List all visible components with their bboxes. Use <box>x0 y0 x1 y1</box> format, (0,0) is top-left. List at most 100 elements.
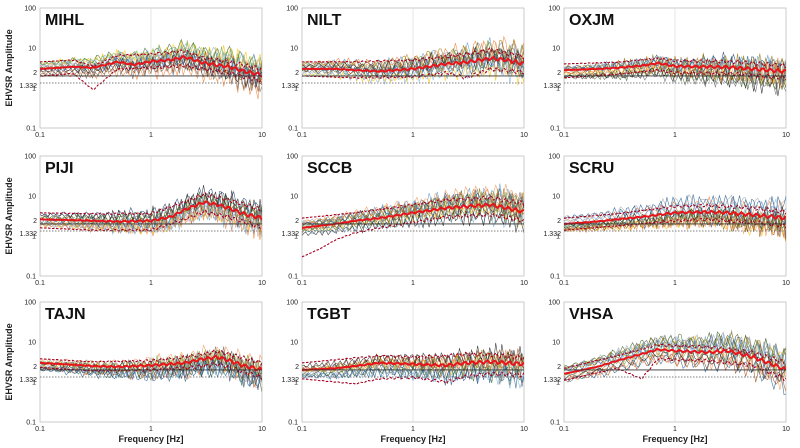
x-tick-label: 1 <box>673 280 677 287</box>
y-tick-label: 10 <box>552 194 560 201</box>
curve <box>302 363 524 389</box>
x-tick-label: 10 <box>520 426 528 433</box>
reference-line-label: 2 <box>557 70 561 77</box>
individual-curves <box>302 183 524 258</box>
x-tick-label: 1 <box>673 132 677 139</box>
mean-line <box>302 359 524 371</box>
reference-line-label: 1.332 <box>19 377 37 384</box>
reference-line-label: 2 <box>33 70 37 77</box>
curve <box>564 65 786 91</box>
y-tick-label: 1 <box>32 86 36 93</box>
y-tick-label: 10 <box>290 340 298 347</box>
y-tick-label: 100 <box>548 154 560 161</box>
reference-line-label: 1.332 <box>543 83 561 90</box>
y-tick-label: 100 <box>548 6 560 13</box>
y-tick-label: 10 <box>290 46 298 53</box>
mean-minus-1sd-line <box>302 66 524 80</box>
curve <box>302 45 524 73</box>
mean-plus-1sd-line <box>302 195 524 219</box>
x-tick-label: 10 <box>258 132 266 139</box>
curve <box>302 361 524 386</box>
mean-plus-1sd-line <box>564 57 786 69</box>
individual-curves <box>302 35 524 86</box>
x-tick-label: 0.1 <box>35 426 45 433</box>
mean-plus-1sd-line <box>40 49 262 71</box>
curve <box>302 349 524 373</box>
y-tick-label: 1 <box>294 234 298 241</box>
y-tick-label: 10 <box>28 46 36 53</box>
x-tick-label: 1 <box>411 132 415 139</box>
panel-mihl: 0.1 1 10 100 0.1 1 10 2 1.332 MIHL EHVSR Amplitude <box>4 6 266 140</box>
curve <box>302 183 524 225</box>
panel-piji: 0.1 1 10 100 0.1 1 10 2 1.332 PIJI EHVSR Amplitude <box>4 154 266 288</box>
x-tick-label: 0.1 <box>35 132 45 139</box>
y-tick-label: 100 <box>286 6 298 13</box>
reference-line-label: 1.332 <box>281 377 299 384</box>
y-tick-label: 0.1 <box>26 126 36 133</box>
curve <box>40 359 262 388</box>
reference-line-label: 1.332 <box>19 83 37 90</box>
y-tick-label: 1 <box>294 86 298 93</box>
curve <box>40 352 262 389</box>
mean-minus-1sd-line <box>40 209 262 232</box>
reference-line-label: 1.332 <box>281 83 299 90</box>
x-tick-label: 10 <box>520 132 528 139</box>
y-tick-label: 0.1 <box>288 126 298 133</box>
y-tick-label: 100 <box>286 154 298 161</box>
station-label: PIJI <box>45 160 73 177</box>
curve <box>302 342 524 368</box>
y-tick-label: 100 <box>548 300 560 307</box>
mean-line <box>564 61 786 75</box>
mean-line <box>302 202 524 229</box>
mean-line <box>40 200 262 224</box>
curve <box>40 50 262 84</box>
x-tick-label: 1 <box>411 280 415 287</box>
x-tick-label: 0.1 <box>297 132 307 139</box>
mean-plus-1sd-line <box>40 349 262 366</box>
y-tick-label: 1 <box>556 86 560 93</box>
y-tick-label: 0.1 <box>550 420 560 427</box>
y-tick-label: 0.1 <box>550 274 560 281</box>
station-label: TAJN <box>45 306 86 323</box>
mean-minus-1sd-line <box>564 69 786 81</box>
panel-vhsa: 0.1 1 10 100 0.1 1 10 2 1.332 VHSA Frequency [Hz] <box>543 300 790 445</box>
x-tick-label: 0.1 <box>559 280 569 287</box>
x-tick-label: 10 <box>782 426 790 433</box>
x-tick-label: 10 <box>782 280 790 287</box>
y-tick-label: 0.1 <box>288 274 298 281</box>
curve <box>564 331 786 368</box>
curve <box>302 188 524 226</box>
curve <box>302 39 524 71</box>
y-tick-label: 10 <box>28 340 36 347</box>
y-tick-label: 0.1 <box>288 420 298 427</box>
mean-minus-1sd-line <box>302 371 524 385</box>
curve <box>40 52 262 86</box>
y-tick-label: 10 <box>28 194 36 201</box>
reference-line-label: 2 <box>295 218 299 225</box>
station-label: TGBT <box>307 306 351 323</box>
mean-line <box>40 354 262 372</box>
panel-scru: 0.1 1 10 100 0.1 1 10 2 1.332 SCRU <box>543 154 790 288</box>
y-tick-label: 100 <box>24 154 36 161</box>
panel-tgbt: 0.1 1 10 100 0.1 1 10 2 1.332 TGBT Frequency [Hz] <box>281 300 528 445</box>
individual-curves <box>40 184 262 241</box>
y-tick-label: 100 <box>24 6 36 13</box>
curve <box>564 211 786 242</box>
y-tick-label: 100 <box>286 300 298 307</box>
y-tick-label: 10 <box>290 194 298 201</box>
panel-oxjm: 0.1 1 10 100 0.1 1 10 2 1.332 OXJM <box>543 6 790 140</box>
x-tick-label: 1 <box>149 132 153 139</box>
individual-curves <box>40 38 262 100</box>
x-axis-title: Frequency [Hz] <box>642 434 707 444</box>
y-tick-label: 1 <box>294 380 298 387</box>
mean-plus-1sd-line <box>302 47 524 63</box>
y-tick-label: 0.1 <box>550 126 560 133</box>
x-tick-label: 1 <box>411 426 415 433</box>
y-tick-label: 1 <box>556 380 560 387</box>
y-tick-label: 100 <box>24 300 36 307</box>
mean-line <box>40 54 262 78</box>
panel-sccb: 0.1 1 10 100 0.1 1 10 2 1.332 SCCB <box>281 154 528 288</box>
x-tick-label: 1 <box>673 426 677 433</box>
y-tick-label: 10 <box>552 340 560 347</box>
station-label: VHSA <box>569 306 614 323</box>
